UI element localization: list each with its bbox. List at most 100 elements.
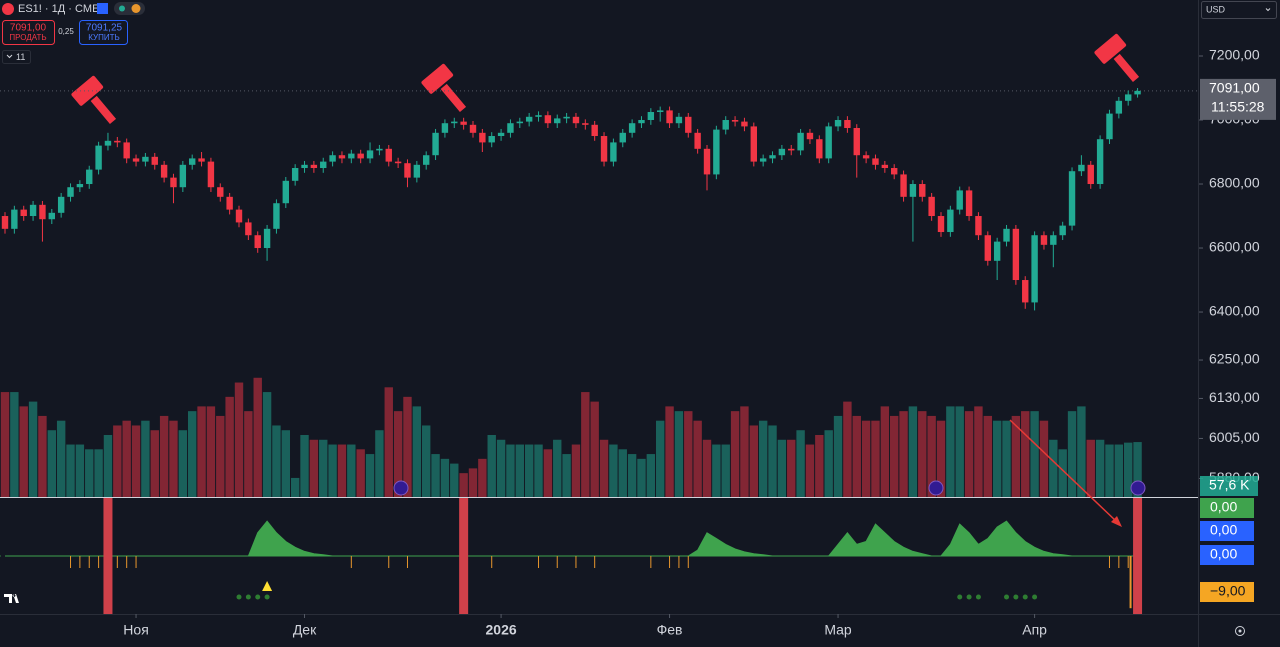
- candle-body: [1068, 171, 1076, 226]
- volume-bar: [693, 420, 702, 497]
- candle-body: [759, 158, 767, 162]
- candle-body: [881, 164, 889, 169]
- candle-body: [1106, 113, 1113, 140]
- sell-label: ПРОДАТЬ: [9, 33, 46, 42]
- volume-last-label: 57,6 K: [1209, 477, 1250, 493]
- sell-button[interactable]: [2, 20, 55, 45]
- volume-bar: [1021, 411, 1030, 497]
- volume-bar: [66, 444, 75, 497]
- volume-bar: [309, 439, 319, 497]
- volume-bar: [955, 406, 964, 497]
- volume-bar: [319, 439, 328, 497]
- currency-select[interactable]: [1201, 1, 1277, 19]
- candle-body: [731, 120, 739, 122]
- candle-body: [39, 204, 46, 220]
- volume-bar: [1133, 442, 1142, 497]
- candle-body: [310, 164, 318, 169]
- candle-body: [853, 128, 860, 156]
- settings-icon[interactable]: [1235, 626, 1245, 636]
- candle-body: [1087, 164, 1094, 185]
- countdown: 11:55:28: [1211, 99, 1265, 115]
- candle-body: [123, 142, 130, 159]
- y-tick-label: 6600,00: [1209, 239, 1260, 255]
- candle-body: [928, 196, 935, 217]
- volume-bar: [721, 444, 730, 497]
- volume-bar: [758, 420, 768, 497]
- volume-bar: [730, 411, 740, 497]
- candle-body: [198, 158, 205, 162]
- volume-bar: [974, 406, 983, 497]
- volume-bar: [403, 396, 412, 497]
- arrow-line: [1009, 419, 1118, 523]
- candle-body: [29, 204, 37, 217]
- indicators-toggle[interactable]: [2, 50, 31, 64]
- indicator-label: 0,00: [1210, 546, 1237, 562]
- indicator-label-box: [1200, 545, 1254, 565]
- volume-bar: [141, 420, 150, 497]
- volume-bar: [0, 392, 10, 497]
- volume-bar: [1049, 439, 1058, 497]
- volume-bar: [1011, 415, 1021, 497]
- flag-icon[interactable]: [97, 3, 108, 14]
- candle-body: [48, 212, 55, 220]
- candle-body: [413, 164, 421, 178]
- hammer-icon: [1094, 33, 1140, 83]
- candle-body: [245, 222, 252, 236]
- candle-body: [1078, 164, 1085, 172]
- volume-bar: [178, 430, 188, 497]
- buy-button[interactable]: [79, 20, 128, 45]
- candle-body: [806, 132, 814, 140]
- candle-body: [469, 124, 477, 133]
- last-price-label: 7091,00: [1209, 80, 1260, 96]
- volume-bar: [880, 406, 890, 497]
- indicator-label: 0,00: [1210, 522, 1237, 538]
- volume-bar: [992, 420, 1002, 497]
- volume-bar: [281, 430, 290, 497]
- candle-body: [1125, 94, 1132, 101]
- volume-bar: [337, 444, 347, 497]
- y-tick-label: 6250,00: [1209, 351, 1260, 367]
- candle-body: [366, 150, 374, 159]
- volume-bar: [712, 444, 721, 497]
- x-tick-label: Апр: [1022, 622, 1047, 638]
- y-tick-label: 6800,00: [1209, 175, 1260, 191]
- candle-body: [273, 203, 280, 229]
- volume-bar: [478, 458, 487, 497]
- candle-body: [11, 209, 18, 229]
- volume-bar: [1067, 411, 1077, 497]
- volume-bar: [412, 406, 422, 497]
- volume-bar: [609, 444, 618, 497]
- volume-bar: [188, 411, 197, 497]
- candle-body: [1012, 228, 1020, 281]
- candle-body: [919, 184, 926, 197]
- volume-bar: [422, 425, 431, 497]
- candle-body: [507, 123, 514, 133]
- volume-bar: [665, 406, 674, 497]
- volume-bar: [768, 425, 777, 497]
- indicator-label-box: [1200, 498, 1254, 518]
- candle-body: [965, 190, 973, 217]
- candle-body: [235, 209, 243, 223]
- candle-body: [1022, 280, 1029, 303]
- volume-bar: [244, 411, 253, 497]
- volume-bar: [1002, 420, 1011, 497]
- candle-body: [1059, 225, 1066, 236]
- volume-bar: [918, 411, 927, 497]
- candle-body: [95, 145, 102, 170]
- hammer-icon: [421, 63, 467, 113]
- candle-body: [301, 164, 308, 169]
- candle-body: [1050, 235, 1057, 245]
- buy-label: КУПИТЬ: [88, 33, 119, 42]
- volume-bar: [515, 444, 524, 497]
- x-tick-label: Мар: [824, 622, 852, 638]
- candle-body: [1134, 90, 1141, 95]
- candle-body: [862, 155, 870, 159]
- volume-bar: [47, 430, 56, 497]
- candle-body: [432, 132, 439, 156]
- signal-bar: [459, 498, 469, 614]
- volume-bar: [562, 454, 571, 497]
- candle-body: [619, 132, 626, 143]
- volume-bar: [553, 439, 562, 497]
- indicators-count: 11: [16, 52, 25, 62]
